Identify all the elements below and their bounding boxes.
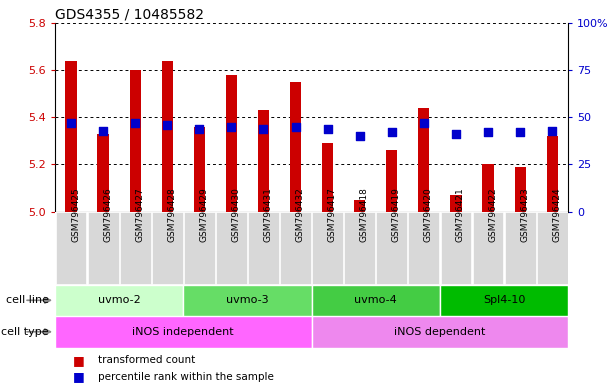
Text: cell type: cell type [1, 327, 49, 337]
Bar [65, 61, 76, 212]
Point [194, 126, 204, 132]
Text: GSM796418: GSM796418 [360, 187, 368, 242]
Bar [312, 285, 440, 316]
Point [515, 129, 525, 136]
Bar [162, 61, 173, 212]
Text: GSM796432: GSM796432 [296, 187, 304, 242]
Text: Spl4-10: Spl4-10 [483, 295, 525, 305]
Bar [440, 285, 568, 316]
FancyBboxPatch shape [120, 212, 150, 284]
Text: uvmo-2: uvmo-2 [98, 295, 141, 305]
Text: GDS4355 / 10485582: GDS4355 / 10485582 [55, 8, 204, 22]
Bar [258, 110, 269, 212]
Text: GSM796427: GSM796427 [135, 187, 144, 242]
Point [163, 122, 172, 128]
Text: uvmo-4: uvmo-4 [354, 295, 397, 305]
Text: GSM796422: GSM796422 [488, 187, 497, 242]
Point [483, 129, 493, 136]
Point [258, 126, 268, 132]
Bar [514, 167, 525, 212]
Text: GSM796428: GSM796428 [167, 187, 176, 242]
Text: GSM796421: GSM796421 [456, 187, 465, 242]
Bar [290, 82, 301, 212]
FancyBboxPatch shape [345, 212, 375, 284]
Text: GSM796430: GSM796430 [232, 187, 240, 242]
Bar [450, 195, 461, 212]
Point [323, 126, 332, 132]
Point [387, 129, 397, 136]
FancyBboxPatch shape [409, 212, 439, 284]
Text: GSM796426: GSM796426 [103, 187, 112, 242]
Bar [98, 134, 109, 212]
Point [130, 120, 140, 126]
Bar [419, 108, 430, 212]
Text: GSM796429: GSM796429 [199, 187, 208, 242]
Point [98, 127, 108, 134]
Bar [226, 75, 237, 212]
Bar [386, 150, 397, 212]
Text: cell line: cell line [6, 295, 49, 305]
Text: GSM796425: GSM796425 [71, 187, 80, 242]
FancyBboxPatch shape [184, 212, 214, 284]
Text: transformed count: transformed count [98, 355, 195, 365]
Point [547, 127, 557, 134]
Bar [183, 285, 312, 316]
FancyBboxPatch shape [505, 212, 535, 284]
Text: GSM796431: GSM796431 [263, 187, 273, 242]
Text: percentile rank within the sample: percentile rank within the sample [98, 372, 274, 382]
Text: GSM796417: GSM796417 [327, 187, 337, 242]
FancyBboxPatch shape [537, 212, 568, 284]
Text: GSM796419: GSM796419 [392, 187, 401, 242]
Text: iNOS dependent: iNOS dependent [394, 327, 486, 337]
Text: ■: ■ [73, 370, 85, 383]
Text: GSM796420: GSM796420 [424, 187, 433, 242]
FancyBboxPatch shape [56, 212, 86, 284]
FancyBboxPatch shape [152, 212, 183, 284]
FancyBboxPatch shape [376, 212, 407, 284]
Text: iNOS independent: iNOS independent [133, 327, 234, 337]
Bar [547, 136, 558, 212]
Bar [354, 200, 365, 212]
Text: GSM796423: GSM796423 [520, 187, 529, 242]
Point [291, 124, 301, 130]
Bar [55, 285, 183, 316]
Bar [194, 127, 205, 212]
Point [66, 120, 76, 126]
FancyBboxPatch shape [280, 212, 311, 284]
FancyBboxPatch shape [88, 212, 119, 284]
FancyBboxPatch shape [312, 212, 343, 284]
FancyBboxPatch shape [441, 212, 471, 284]
Bar [322, 143, 333, 212]
Text: ■: ■ [73, 354, 85, 367]
Bar [312, 316, 568, 348]
Text: uvmo-3: uvmo-3 [226, 295, 269, 305]
Bar [130, 70, 141, 212]
Text: GSM796424: GSM796424 [552, 187, 561, 242]
Point [227, 124, 236, 130]
Bar [483, 164, 494, 212]
Bar [55, 316, 312, 348]
FancyBboxPatch shape [216, 212, 247, 284]
Point [355, 133, 365, 139]
FancyBboxPatch shape [473, 212, 503, 284]
Point [419, 120, 429, 126]
Point [451, 131, 461, 137]
FancyBboxPatch shape [248, 212, 279, 284]
